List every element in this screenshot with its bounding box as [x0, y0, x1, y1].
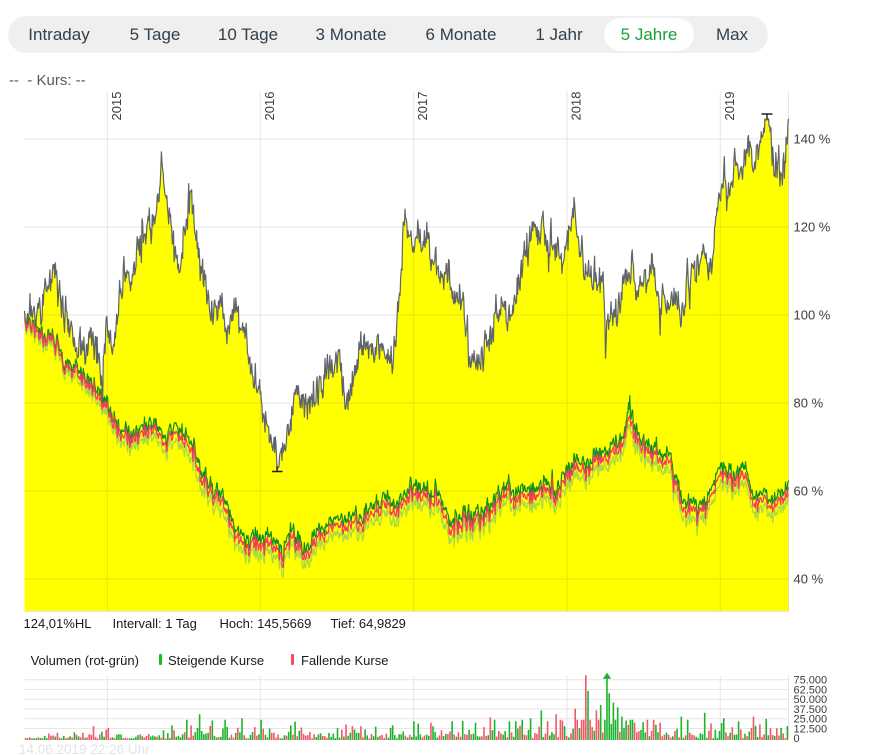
svg-text:140 %: 140 %: [794, 132, 831, 147]
svg-text:2019: 2019: [722, 92, 737, 121]
svg-text:80 %: 80 %: [794, 396, 824, 411]
svg-text:2016: 2016: [262, 92, 277, 121]
svg-text:2017: 2017: [415, 92, 430, 121]
svg-text:50.000: 50.000: [794, 694, 828, 706]
svg-text:25.000: 25.000: [794, 714, 828, 726]
svg-text:37.500: 37.500: [794, 704, 828, 716]
svg-text:100 %: 100 %: [794, 308, 831, 323]
svg-text:60 %: 60 %: [794, 484, 824, 499]
svg-text:62.500: 62.500: [794, 684, 828, 696]
svg-text:2015: 2015: [109, 92, 124, 121]
svg-text:0: 0: [794, 733, 800, 745]
svg-text:40 %: 40 %: [794, 572, 824, 587]
svg-text:120 %: 120 %: [794, 220, 831, 235]
svg-text:12.500: 12.500: [794, 723, 828, 735]
svg-text:2018: 2018: [569, 92, 584, 121]
svg-text:75.000: 75.000: [794, 675, 828, 687]
